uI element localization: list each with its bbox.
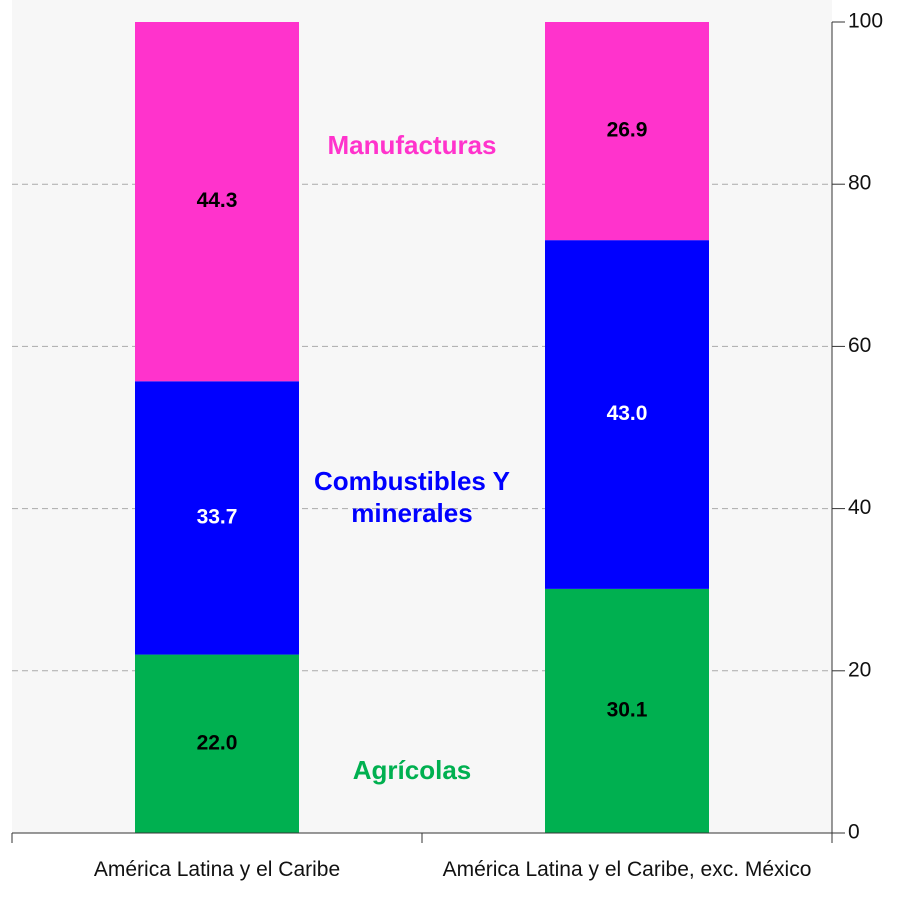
- y-tick-label: 40: [848, 496, 871, 519]
- series-label: Combustibles Y minerales: [313, 466, 510, 528]
- value-label: 33.7: [197, 505, 238, 528]
- value-label: 30.1: [607, 698, 648, 721]
- bar-segment: [135, 654, 299, 833]
- bar-segment: [545, 588, 709, 833]
- value-label: 43.0: [607, 402, 648, 425]
- series-label: Agrícolas: [352, 755, 472, 785]
- y-tick-label: 60: [848, 334, 871, 357]
- bar-segment: [135, 22, 299, 382]
- y-tick-label: 100: [848, 10, 883, 33]
- value-label: 26.9: [607, 119, 648, 142]
- y-tick-label: 80: [848, 172, 871, 195]
- y-tick-label: 0: [848, 821, 860, 844]
- x-tick-label: América Latina y el Caribe: [93, 858, 341, 881]
- value-label: 44.3: [197, 189, 238, 212]
- bar-segment: [135, 381, 299, 655]
- x-tick-label: América Latina y el Caribe, exc. México: [442, 858, 812, 881]
- value-label: 22.0: [197, 731, 238, 754]
- series-label: Manufacturas: [327, 130, 497, 160]
- bar-segment: [545, 240, 709, 589]
- bar-segment: [545, 22, 709, 241]
- y-tick-label: 20: [848, 658, 871, 681]
